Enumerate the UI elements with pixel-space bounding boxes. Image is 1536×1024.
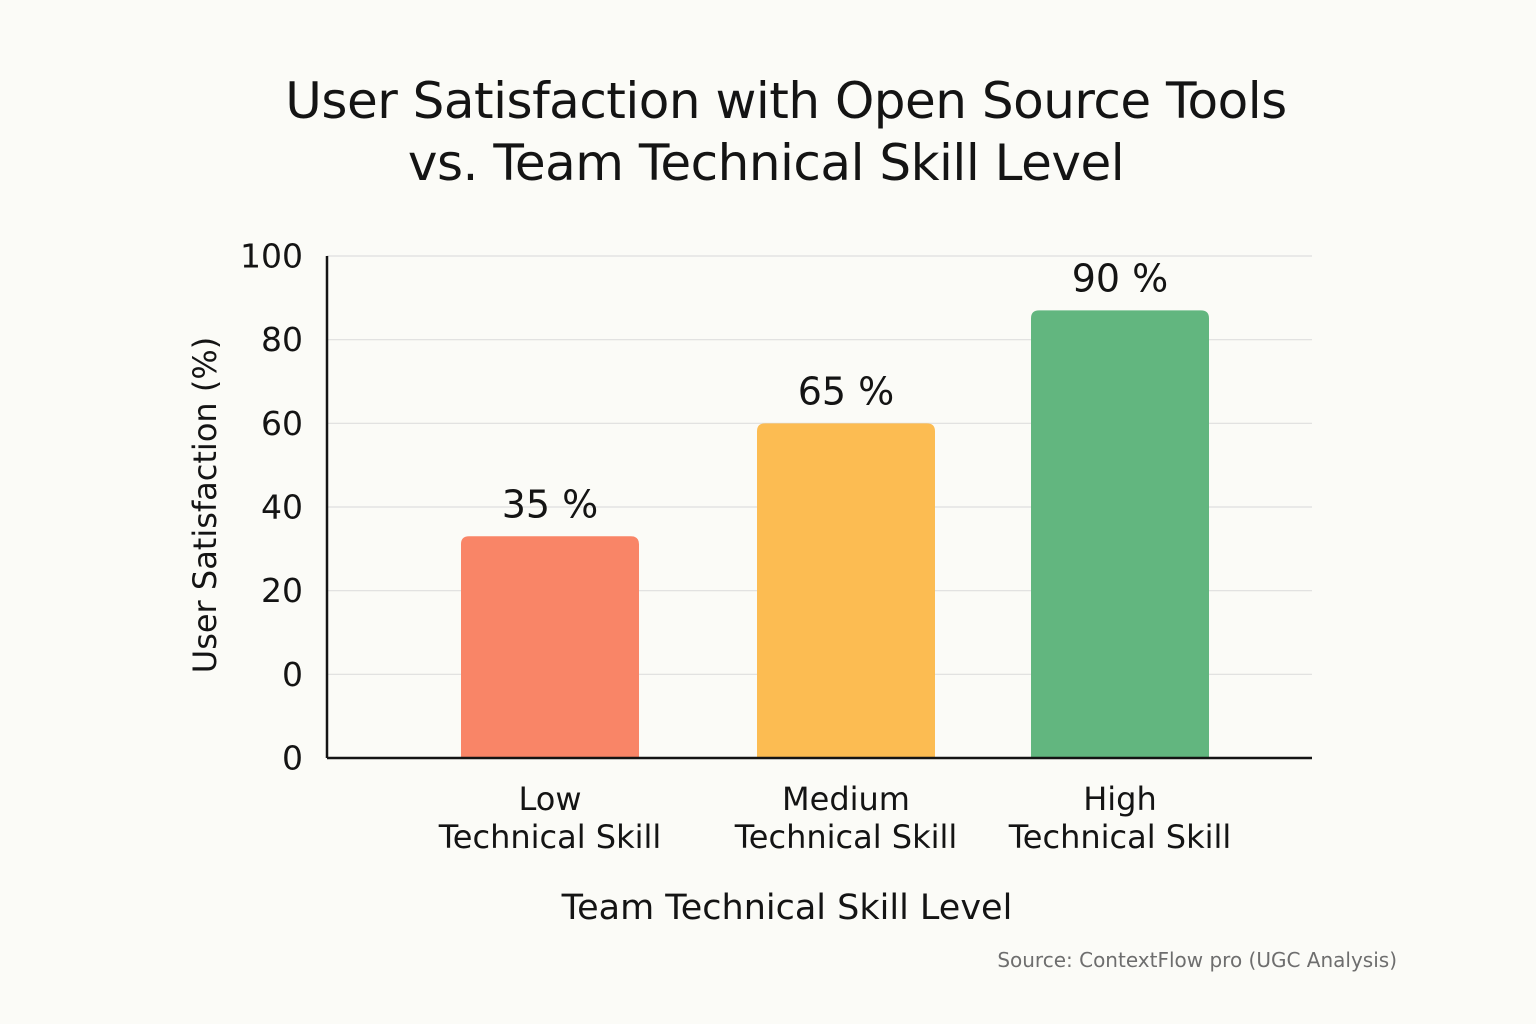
y-tick-label: 80 bbox=[261, 320, 303, 359]
x-tick-label: Technical Skill bbox=[438, 818, 662, 856]
bar bbox=[1031, 310, 1209, 758]
y-tick-label: 40 bbox=[261, 488, 303, 527]
x-tick-label: Low bbox=[518, 780, 581, 818]
chart-title-line-2: vs. Team Technical Skill Level bbox=[407, 134, 1125, 192]
y-axis-label: User Satisfaction (%) bbox=[186, 336, 224, 674]
y-tick-label: 0 bbox=[282, 739, 303, 778]
bars bbox=[461, 310, 1209, 758]
x-tick-label: Medium bbox=[782, 780, 910, 818]
data-label: 35 % bbox=[502, 482, 599, 526]
y-ticks: 100 80 60 40 20 0 0 bbox=[240, 237, 303, 778]
axes bbox=[325, 256, 1312, 760]
x-tick-label: Technical Skill bbox=[734, 818, 958, 856]
bar bbox=[757, 423, 935, 758]
y-tick-label: 0 bbox=[282, 655, 303, 694]
bar bbox=[461, 536, 639, 758]
data-labels: 35 % 65 % 90 % bbox=[502, 256, 1169, 526]
chart-title-line-1: User Satisfaction with Open Source Tools bbox=[285, 72, 1287, 130]
y-tick-label: 20 bbox=[261, 571, 303, 610]
chart-title: User Satisfaction with Open Source Tools… bbox=[0, 70, 1536, 194]
x-tick-label: High bbox=[1083, 780, 1157, 818]
x-axis-label: Team Technical Skill Level bbox=[561, 888, 1013, 928]
data-label: 65 % bbox=[798, 369, 895, 413]
data-label: 90 % bbox=[1072, 256, 1169, 300]
x-tick-label: Technical Skill bbox=[1008, 818, 1232, 856]
y-tick-label: 100 bbox=[240, 237, 303, 276]
y-tick-label: 60 bbox=[261, 404, 303, 443]
source-note: Source: ContextFlow pro (UGC Analysis) bbox=[997, 948, 1397, 972]
